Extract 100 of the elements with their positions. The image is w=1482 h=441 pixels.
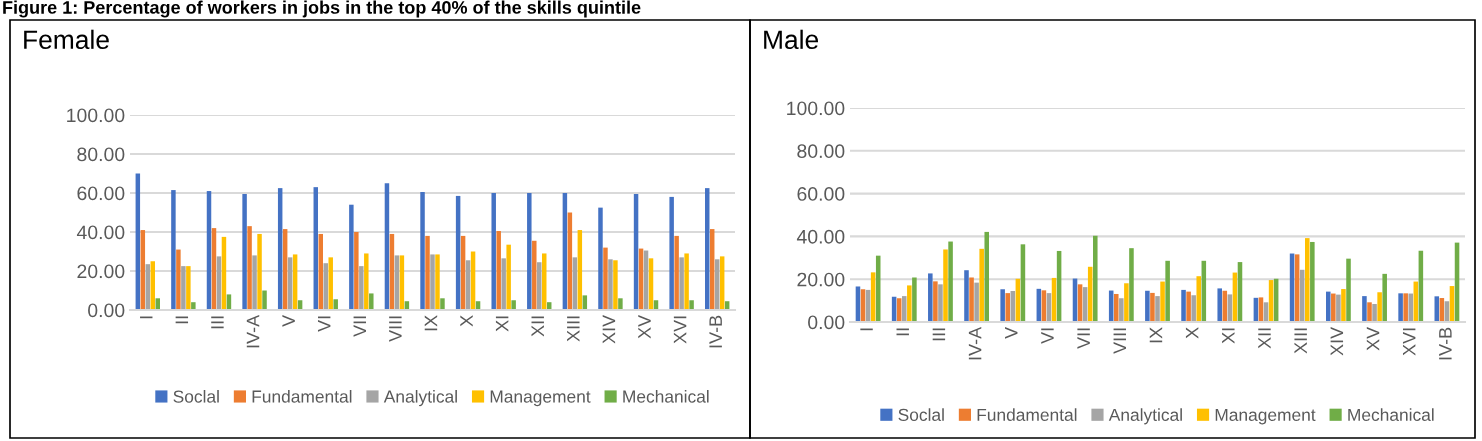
bar <box>440 298 445 310</box>
bar <box>349 204 354 310</box>
y-tick-label: 100.00 <box>67 108 125 123</box>
bar <box>1336 294 1341 322</box>
bar <box>1155 296 1160 322</box>
x-tick-label: X <box>1185 327 1199 339</box>
bar <box>689 300 694 310</box>
bar <box>1310 241 1315 322</box>
bar <box>613 260 618 310</box>
bar <box>979 248 984 322</box>
y-tick-label: 20.00 <box>797 272 845 287</box>
bar <box>181 266 186 310</box>
bar <box>171 190 176 310</box>
bar <box>242 193 247 310</box>
x-tick-label: IX <box>1149 327 1163 343</box>
legend-label: Mechanical <box>623 389 709 403</box>
bar <box>1181 289 1186 322</box>
x-tick-label: II <box>896 328 909 336</box>
x-tick-label: VIII <box>1113 328 1126 354</box>
x-tick-label: IV-A <box>968 326 982 360</box>
bar <box>364 253 369 310</box>
bar <box>603 247 608 310</box>
bar <box>1145 290 1150 322</box>
bar <box>1160 281 1165 322</box>
x-tick-label: III <box>211 316 224 329</box>
bar <box>1398 293 1403 322</box>
chart-title: Female <box>24 29 109 50</box>
bar <box>1129 248 1134 322</box>
bar <box>901 296 907 322</box>
bar <box>1165 260 1170 322</box>
x-tick-label: I <box>140 316 153 319</box>
bar <box>1150 292 1155 322</box>
x-tick-label: X <box>460 315 473 327</box>
bar <box>369 293 374 310</box>
bar <box>247 226 252 310</box>
bar <box>430 254 435 310</box>
bar <box>608 259 613 310</box>
bar <box>1372 304 1377 322</box>
bar <box>598 207 603 310</box>
x-tick-label: XIV <box>1330 326 1344 356</box>
bar <box>491 193 496 310</box>
x-tick-label: XII <box>1258 328 1271 349</box>
bar <box>496 231 501 310</box>
bar <box>943 249 948 322</box>
x-tick-label: XVI <box>1402 328 1416 356</box>
x-tick-label: VII <box>1077 328 1090 349</box>
bar <box>1093 235 1098 322</box>
bar <box>252 255 257 310</box>
legend-label: Analytical <box>1108 408 1182 425</box>
bar <box>974 282 979 322</box>
bar <box>511 300 516 310</box>
bar <box>262 290 267 310</box>
bar <box>435 254 440 310</box>
bar <box>984 231 990 322</box>
bar <box>669 196 674 310</box>
bar <box>501 258 506 310</box>
bar <box>964 270 969 322</box>
bar <box>1362 296 1367 322</box>
y-tick-label: 100.00 <box>787 101 845 116</box>
x-tick-label: XIII <box>1294 328 1307 354</box>
x-tick-label: VII <box>353 316 366 337</box>
x-tick-label: IX <box>424 315 438 331</box>
x-tick-label: VIII <box>389 316 402 342</box>
bar <box>1403 293 1408 322</box>
y-tick-label: 60.00 <box>797 187 845 201</box>
x-tick-label: XV <box>638 314 651 339</box>
x-tick-label: V <box>282 314 295 327</box>
bar <box>1304 238 1310 322</box>
x-tick-label: VI <box>1041 328 1054 344</box>
bar <box>928 273 933 322</box>
bar <box>1000 289 1005 322</box>
x-tick-label: XI <box>495 316 509 332</box>
bar <box>1217 288 1222 322</box>
bar <box>1191 295 1196 322</box>
bar <box>1331 293 1336 322</box>
legend-label: Fundamental <box>977 408 1077 421</box>
y-tick-label: 0.00 <box>808 315 845 330</box>
legend-label: Fundamental <box>252 389 352 403</box>
bar <box>323 263 328 310</box>
legend-label: Management <box>1215 408 1316 425</box>
x-tick-label: II <box>175 316 189 324</box>
bar <box>1186 291 1191 322</box>
bar <box>1119 298 1124 322</box>
y-tick-label: 80.00 <box>77 147 125 162</box>
bar <box>1377 292 1382 322</box>
y-tick-label: 80.00 <box>797 144 845 159</box>
bar <box>618 298 623 310</box>
bar <box>359 266 364 310</box>
bar <box>1341 289 1346 322</box>
x-tick-label: XV <box>1366 326 1380 351</box>
bar <box>176 249 181 310</box>
x-tick-label: V <box>1005 326 1018 339</box>
bar <box>684 253 689 310</box>
y-tick-label: 60.00 <box>77 186 125 201</box>
bar <box>938 284 943 322</box>
y-tick-label: 0.00 <box>88 303 125 318</box>
bar <box>257 233 262 310</box>
legend-label: Analytical <box>383 389 457 407</box>
bar <box>674 235 679 310</box>
bar <box>537 262 542 310</box>
